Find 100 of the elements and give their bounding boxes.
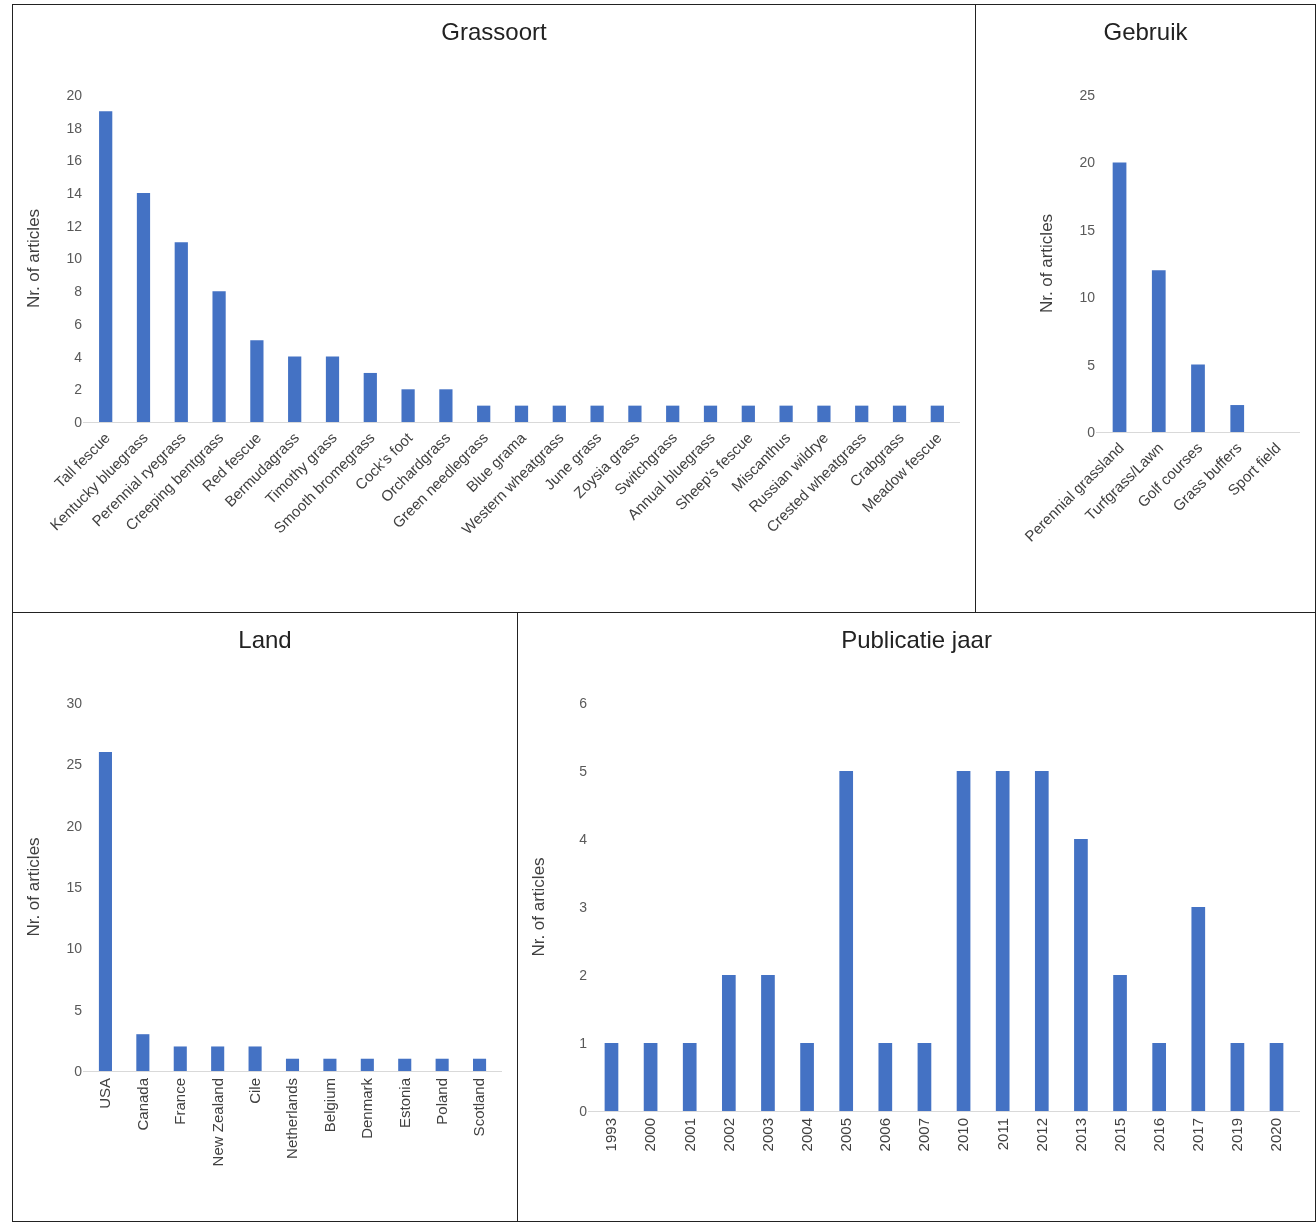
bar xyxy=(173,1046,187,1071)
y-tick-label: 2 xyxy=(579,966,588,983)
y-tick-label: 4 xyxy=(579,830,588,847)
bar xyxy=(360,1058,374,1071)
x-tick-label: 2020 xyxy=(1267,1118,1285,1152)
y-tick-label: 0 xyxy=(579,1102,588,1119)
bar xyxy=(288,356,302,422)
bar xyxy=(855,405,869,422)
x-tick-label: New Zealand xyxy=(208,1078,226,1167)
x-tick-label: 2004 xyxy=(797,1118,815,1152)
x-tick-label: USA xyxy=(96,1078,114,1109)
y-tick-label: 1 xyxy=(579,1034,588,1051)
x-tick-label: Canada xyxy=(133,1077,151,1131)
x-tick-label: Cile xyxy=(245,1078,263,1104)
bar xyxy=(398,1058,412,1071)
x-tick-label: 2019 xyxy=(1228,1118,1246,1152)
bar xyxy=(761,975,775,1111)
y-tick-label: 2 xyxy=(74,381,83,398)
x-tick-label: 1993 xyxy=(602,1118,620,1152)
y-tick-label: 20 xyxy=(66,817,83,834)
x-tick-label: Estonia xyxy=(395,1077,413,1129)
bar xyxy=(1074,839,1088,1111)
y-tick-label: 18 xyxy=(66,119,83,136)
bar xyxy=(892,405,907,422)
chart-title: Gebruik xyxy=(1103,18,1189,46)
bar xyxy=(1151,270,1166,432)
bar xyxy=(1034,771,1049,1111)
y-tick-label: 0 xyxy=(74,1062,83,1079)
y-tick-label: 10 xyxy=(1079,289,1096,306)
x-tick-label: 2003 xyxy=(758,1118,776,1152)
bar xyxy=(211,1046,225,1071)
y-tick-label: 14 xyxy=(66,185,83,201)
y-tick-label: 5 xyxy=(1087,356,1096,373)
x-tick-label: 2010 xyxy=(954,1118,972,1152)
y-tick-label: 20 xyxy=(1079,154,1096,171)
y-tick-label: 5 xyxy=(579,762,588,779)
x-tick-label: 2005 xyxy=(837,1118,855,1152)
y-tick-label: 8 xyxy=(74,283,83,300)
bar xyxy=(325,356,340,422)
bar xyxy=(590,405,604,422)
bar xyxy=(435,1058,449,1071)
y-tick-label: 16 xyxy=(66,152,83,169)
y-tick-label: 30 xyxy=(66,694,83,711)
bar xyxy=(1230,405,1245,432)
y-tick-label: 10 xyxy=(66,250,83,267)
x-tick-label: Scotland xyxy=(470,1078,488,1137)
y-tick-label: 10 xyxy=(66,940,83,957)
bar xyxy=(628,405,642,422)
bar xyxy=(1113,975,1127,1111)
bar xyxy=(604,1043,619,1111)
bar xyxy=(956,771,971,1111)
y-tick-label: 12 xyxy=(66,217,83,234)
bar xyxy=(817,405,831,422)
x-tick-label: Belgium xyxy=(320,1078,338,1133)
y-tick-label: 15 xyxy=(1079,221,1096,238)
bar xyxy=(1230,1043,1245,1111)
chart-title: Grassoort xyxy=(441,18,548,46)
x-tick-label: 2016 xyxy=(1150,1118,1168,1152)
y-tick-label: 6 xyxy=(74,315,83,332)
bar xyxy=(779,405,793,422)
bar xyxy=(212,291,226,422)
y-tick-label: 25 xyxy=(1079,86,1096,103)
y-tick-label: 0 xyxy=(74,413,83,430)
y-tick-label: 5 xyxy=(74,1001,83,1018)
bar xyxy=(1112,162,1127,432)
bar xyxy=(323,1058,337,1071)
bar xyxy=(917,1043,932,1111)
bar xyxy=(1152,1043,1167,1111)
x-tick-label: 2002 xyxy=(719,1118,737,1152)
chart-title: Publicatie jaar xyxy=(841,626,992,654)
bar xyxy=(250,340,264,422)
bar xyxy=(98,752,112,1071)
x-tick-label: 2000 xyxy=(641,1118,659,1152)
x-tick-label: France xyxy=(171,1078,189,1125)
bar xyxy=(721,975,736,1111)
x-tick-label: 2011 xyxy=(993,1118,1011,1151)
bar xyxy=(285,1058,300,1071)
bar xyxy=(136,1034,150,1071)
bar xyxy=(477,405,491,422)
y-tick-label: 20 xyxy=(66,86,83,103)
x-tick-label: 2001 xyxy=(680,1118,698,1152)
bar xyxy=(99,111,113,422)
bar xyxy=(839,771,854,1111)
bar xyxy=(1191,907,1206,1111)
bar xyxy=(666,405,680,422)
bar xyxy=(248,1046,262,1071)
bar xyxy=(174,242,188,422)
x-tick-label: Denmark xyxy=(358,1077,376,1139)
y-axis-title: Nr. of articles xyxy=(24,837,43,937)
y-tick-label: 6 xyxy=(579,694,588,711)
x-tick-label: 2007 xyxy=(915,1118,933,1152)
y-axis-title: Nr. of articles xyxy=(1037,213,1056,314)
x-tick-label: 2006 xyxy=(876,1118,894,1152)
bar xyxy=(800,1043,814,1111)
bar xyxy=(1191,364,1205,432)
x-tick-label: Netherlands xyxy=(283,1078,301,1159)
bar xyxy=(1269,1043,1284,1111)
y-tick-label: 15 xyxy=(66,878,83,895)
y-axis-title: Nr. of articles xyxy=(529,857,548,957)
bar xyxy=(439,389,453,422)
